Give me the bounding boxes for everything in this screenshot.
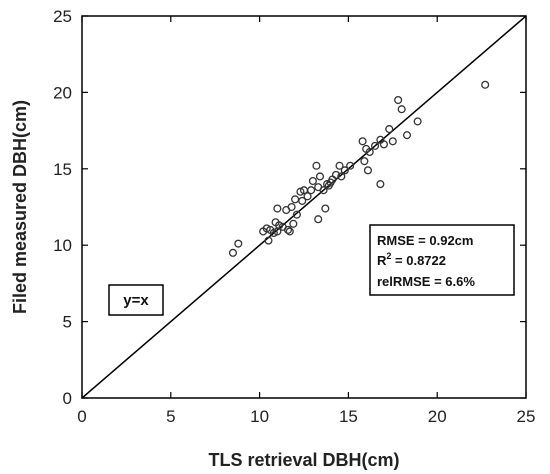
- relrmse-label: relRMSE = 6.6%: [377, 274, 475, 289]
- data-point: [307, 186, 316, 195]
- data-point: [285, 227, 294, 236]
- data-point: [379, 140, 388, 149]
- data-point: [331, 170, 341, 179]
- data-point: [402, 131, 412, 140]
- data-point: [273, 204, 282, 213]
- r2-label: R2 = 0.8722: [377, 251, 446, 268]
- identity-label: y=x: [123, 292, 149, 309]
- data-point: [303, 192, 312, 201]
- points-layer: [228, 80, 490, 257]
- stats-box: [369, 224, 515, 296]
- data-point: [264, 236, 273, 245]
- x-tick-label: 15: [339, 407, 358, 426]
- x-tick-label: 0: [77, 407, 86, 426]
- data-point: [358, 137, 367, 146]
- data-point: [287, 202, 296, 212]
- axes-layer: 0 5 10 15 20 25 0 5 10 15 20 25 TLS retrieval DBH(cm…: [10, 7, 535, 470]
- data-point: [315, 172, 325, 181]
- data-point: [365, 147, 374, 157]
- r2-symbol: R: [377, 253, 387, 268]
- y-tick-label: 10: [53, 236, 72, 255]
- data-point: [319, 186, 328, 195]
- y-tick-label: 25: [53, 7, 72, 26]
- data-point: [413, 117, 422, 126]
- data-point: [308, 176, 317, 186]
- data-point: [363, 166, 372, 175]
- rmse-label: RMSE = 0.92cm: [377, 233, 473, 248]
- data-point: [234, 239, 243, 248]
- data-point: [376, 180, 385, 189]
- identity-label-box: [108, 284, 164, 316]
- y-tick-label: 20: [53, 83, 72, 102]
- x-tick-label: 20: [428, 407, 447, 426]
- data-point: [397, 105, 406, 114]
- data-point: [292, 210, 301, 219]
- x-tick-label: 25: [517, 407, 536, 426]
- data-point: [337, 172, 346, 181]
- data-point: [321, 204, 330, 213]
- data-point: [370, 141, 380, 150]
- x-tick-label: 5: [166, 407, 175, 426]
- data-point: [385, 125, 394, 134]
- data-point: [228, 248, 238, 257]
- x-tick-label: 10: [250, 407, 269, 426]
- x-axis-title: TLS retrieval DBH(cm): [208, 450, 399, 470]
- data-point: [388, 137, 397, 146]
- data-point: [340, 166, 349, 175]
- y-tick-label: 5: [63, 313, 72, 332]
- data-point: [481, 80, 490, 89]
- data-point: [346, 161, 355, 170]
- data-point: [283, 225, 293, 234]
- data-point: [335, 161, 344, 170]
- data-point: [312, 161, 321, 170]
- data-point: [360, 157, 369, 166]
- identity-line: [81, 15, 527, 399]
- r2-value: = 0.8722: [391, 253, 446, 268]
- data-point: [394, 95, 403, 105]
- y-tick-label: 0: [63, 389, 72, 408]
- r2-superscript: 2: [386, 251, 391, 261]
- data-point: [298, 196, 307, 205]
- y-tick-label: 15: [53, 160, 72, 179]
- plot-frame: [81, 15, 527, 399]
- annotation-layer: y=x RMSE = 0.92cm R2 = 0.8722 relRMSE = 6.6…: [108, 224, 515, 316]
- y-axis-title: Filed measured DBH(cm): [10, 100, 30, 314]
- data-point: [314, 215, 323, 224]
- data-point: [289, 219, 298, 228]
